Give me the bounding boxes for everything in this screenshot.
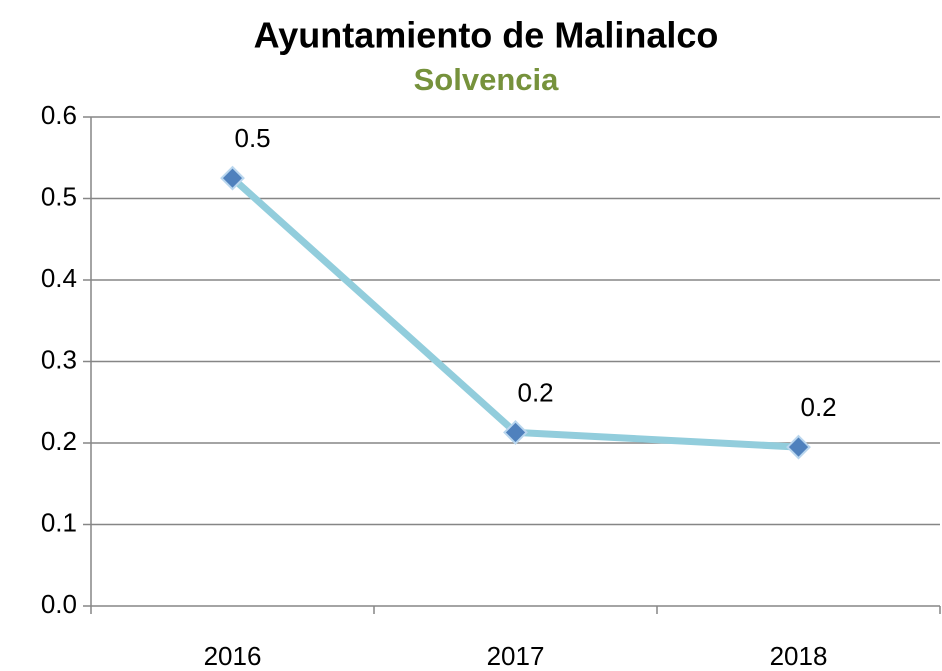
chart-title: Ayuntamiento de Malinalco xyxy=(254,15,719,56)
marker xyxy=(220,165,245,191)
x-tick-label: 2017 xyxy=(487,641,545,671)
y-tick-label: 0.6 xyxy=(41,100,77,130)
x-tick-label: 2018 xyxy=(770,641,828,671)
x-tick-label: 2016 xyxy=(204,641,262,671)
y-tick-label: 0.3 xyxy=(41,344,77,374)
line xyxy=(230,175,799,451)
y-tick-label: 0.4 xyxy=(41,263,77,293)
y-tick-label: 0.0 xyxy=(41,589,77,619)
marker xyxy=(786,434,811,460)
chart-subtitle: Solvencia xyxy=(414,62,559,97)
data-label: 0.5 xyxy=(235,123,271,153)
y-tick-label: 0.2 xyxy=(41,426,77,456)
data-label: 0.2 xyxy=(801,392,837,422)
y-tick-label: 0.5 xyxy=(41,181,77,211)
y-tick-label: 0.1 xyxy=(41,507,77,537)
marker xyxy=(503,419,528,445)
data-label: 0.2 xyxy=(518,377,554,407)
